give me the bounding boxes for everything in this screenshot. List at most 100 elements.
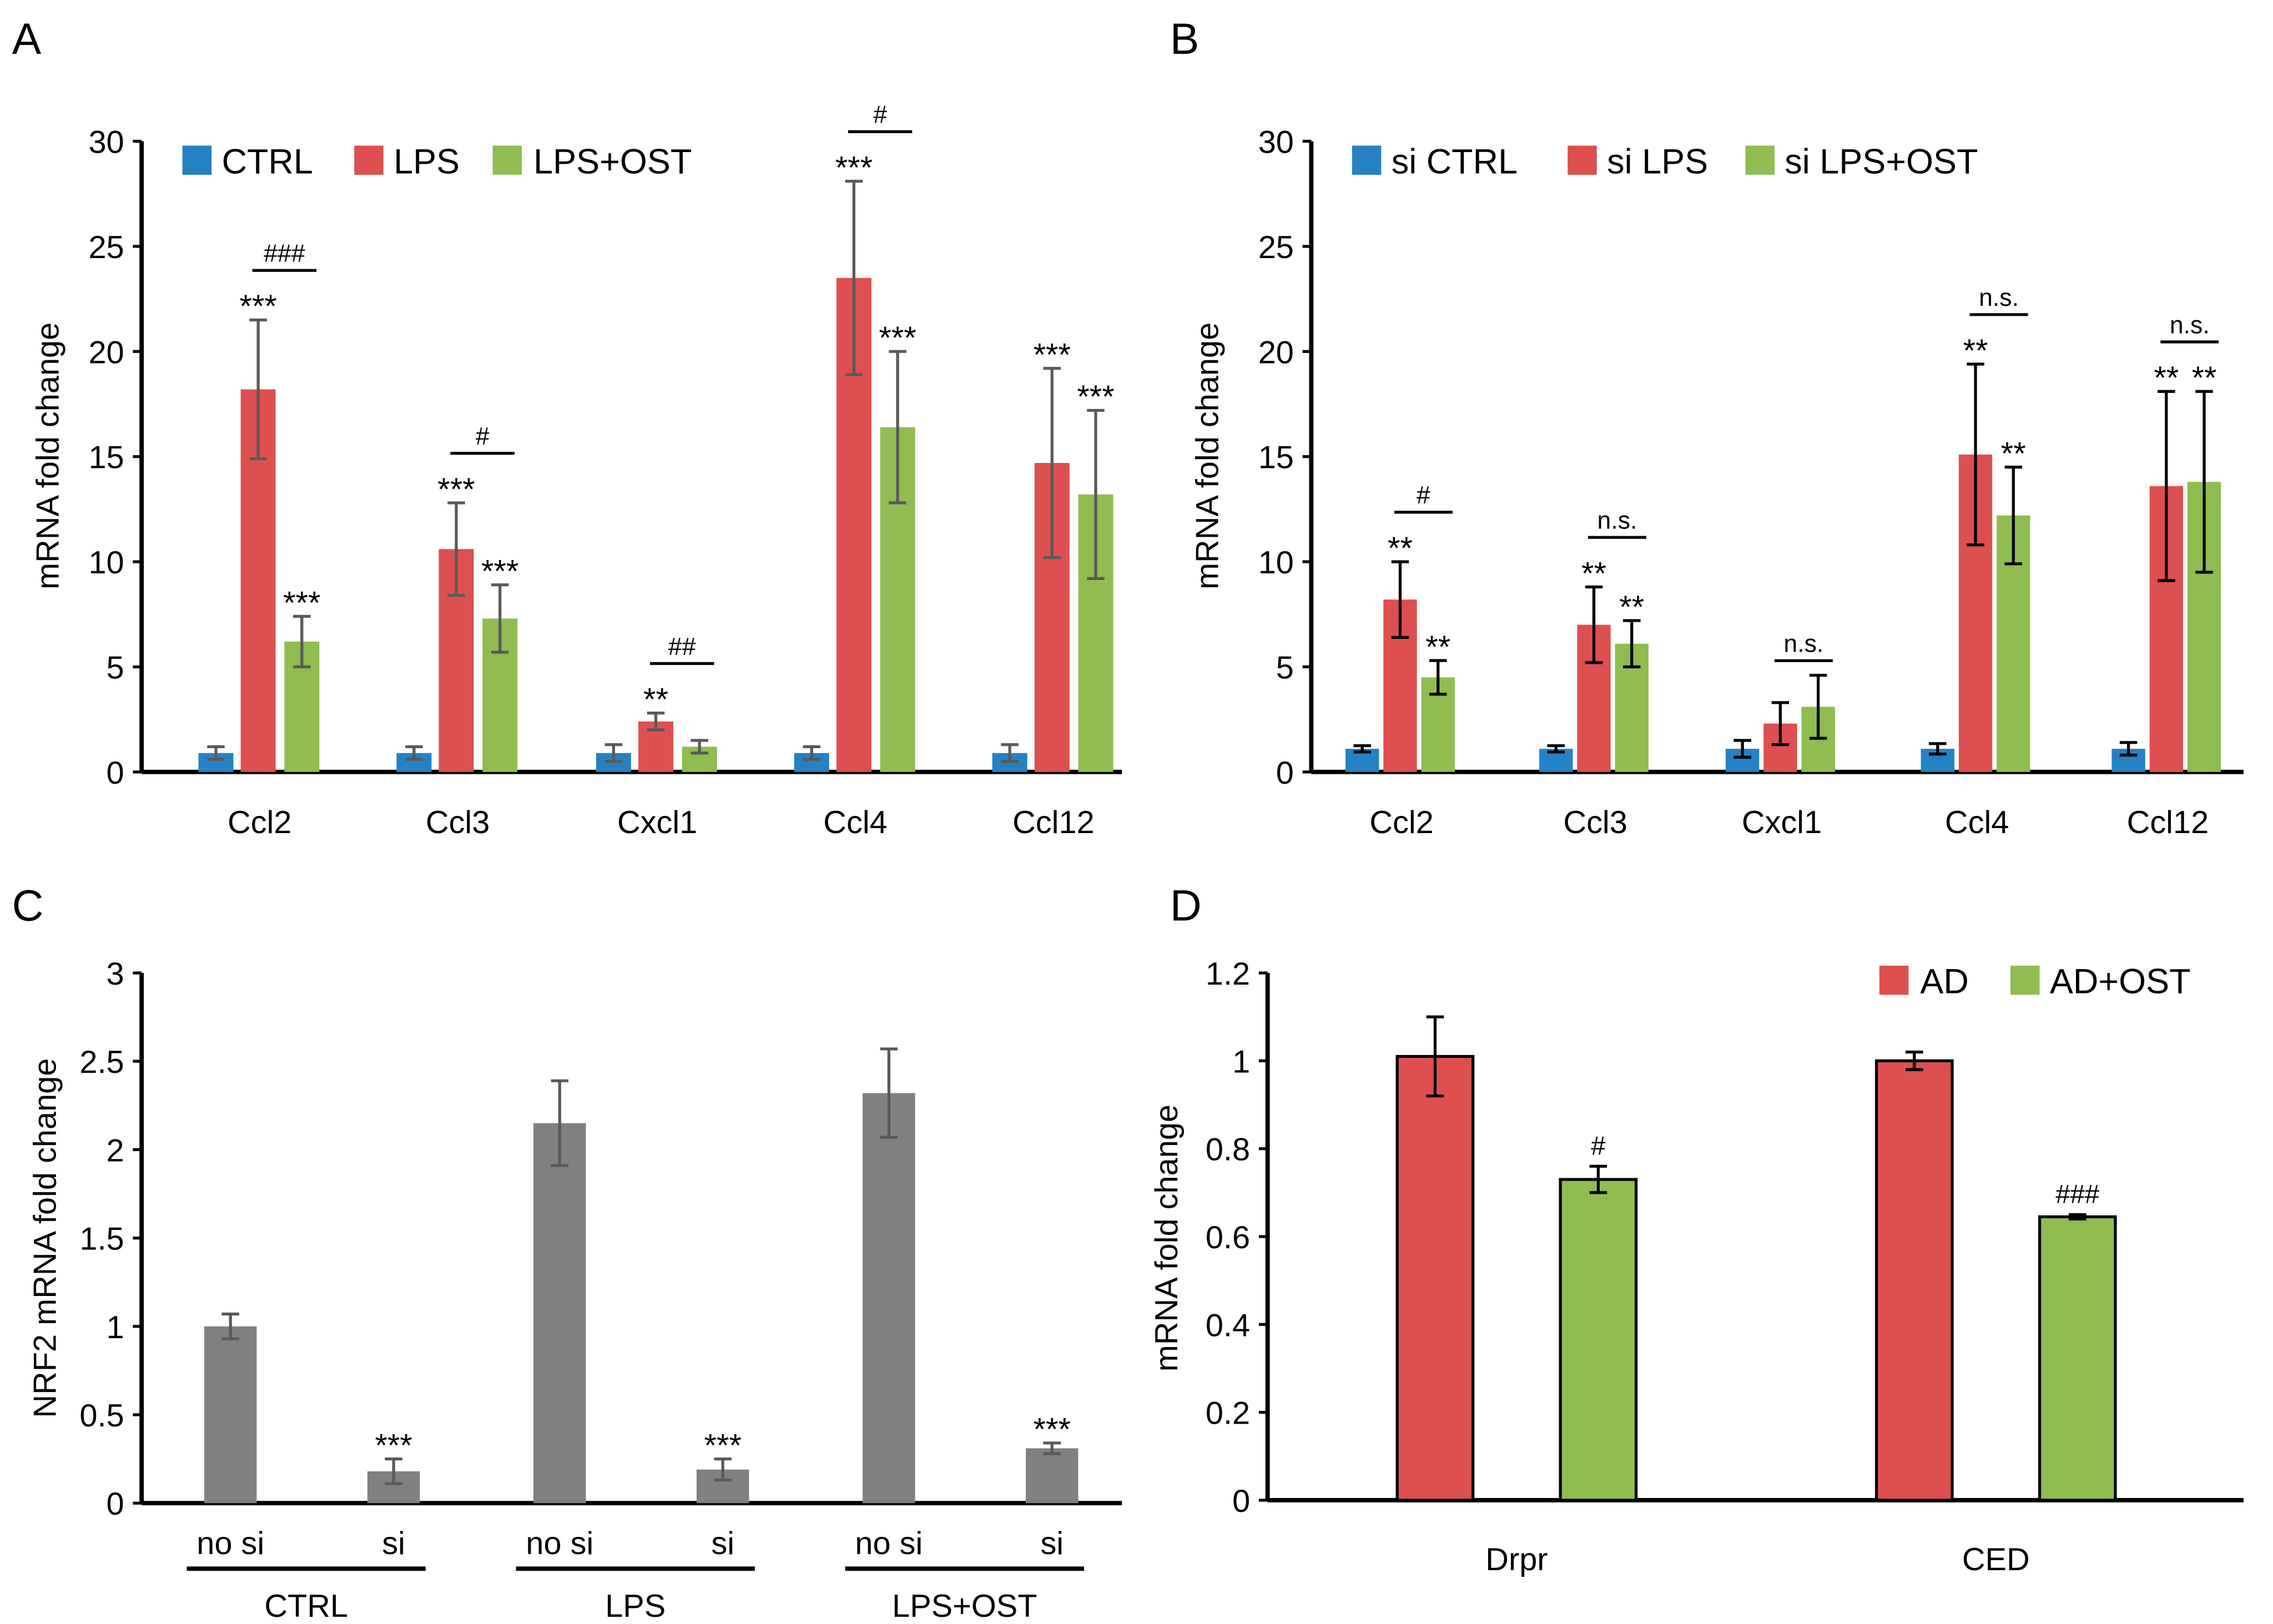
x-tick-label: Ccl2 bbox=[1369, 805, 1433, 840]
y-tick-label: 0.8 bbox=[1206, 1132, 1250, 1168]
chart-panel-c: 0 0.5 1 1.5 2 2.5 3 NRF2 mRNA fold change *** ***… bbox=[27, 956, 1122, 1624]
y-tick-label: 5 bbox=[1276, 650, 1294, 685]
y-tick-label: 25 bbox=[88, 230, 124, 265]
significance-label: *** bbox=[704, 1428, 742, 1463]
x-tick-label: Drpr bbox=[1485, 1542, 1548, 1577]
legend-label: AD bbox=[1920, 962, 1968, 1001]
legend-label: si LPS bbox=[1607, 142, 1708, 181]
x-tick-label: Ccl12 bbox=[1012, 805, 1095, 840]
significance-label: *** bbox=[1077, 379, 1114, 415]
significance-label: ** bbox=[1388, 531, 1413, 566]
y-tick-label: 0.4 bbox=[1206, 1308, 1250, 1343]
group-label: LPS+OST bbox=[892, 1588, 1037, 1624]
significance-label: # bbox=[1591, 1131, 1606, 1161]
chart-panel-b: 0 5 10 15 20 25 30 mRNA fold change ** ** ** ** ** **… bbox=[1190, 125, 2244, 840]
significance-label: *** bbox=[481, 553, 518, 589]
bar-nrf2-si bbox=[1026, 1448, 1078, 1504]
significance-label: *** bbox=[283, 585, 320, 621]
x-tick-label: no si bbox=[855, 1526, 923, 1561]
y-tick-label: 0 bbox=[107, 755, 124, 791]
legend-label: si CTRL bbox=[1392, 142, 1518, 181]
significance-label: ** bbox=[1619, 589, 1644, 625]
y-tick-label: 0 bbox=[107, 1486, 124, 1522]
comparison-label: ### bbox=[264, 240, 305, 268]
comparison-label: n.s. bbox=[1783, 631, 1823, 658]
panel-label-b: B bbox=[1170, 14, 1200, 63]
significance-label: *** bbox=[1034, 1412, 1071, 1448]
x-tick-label: CED bbox=[1962, 1542, 2030, 1577]
bar-nrf2-no-si bbox=[863, 1093, 915, 1504]
x-tick-label: si bbox=[1040, 1526, 1064, 1561]
comparison-label: ## bbox=[668, 633, 696, 660]
significance-label: *** bbox=[375, 1428, 412, 1463]
significance-label: *** bbox=[879, 320, 916, 356]
y-tick-label: 1.5 bbox=[79, 1222, 124, 1257]
y-axis-label: mRNA fold change bbox=[31, 322, 66, 589]
y-axis-label: mRNA fold change bbox=[1190, 322, 1225, 589]
y-tick-label: 25 bbox=[1258, 230, 1294, 265]
legend-swatch bbox=[2010, 965, 2040, 995]
legend-swatch bbox=[354, 145, 384, 175]
x-tick-label: Cxcl1 bbox=[1742, 805, 1822, 840]
comparison-label: n.s. bbox=[2170, 311, 2210, 339]
y-tick-label: 20 bbox=[88, 335, 124, 370]
y-tick-label: 30 bbox=[1258, 125, 1294, 160]
group-label: CTRL bbox=[264, 1588, 348, 1624]
legend-swatch bbox=[1352, 145, 1382, 175]
legend-label: si LPS+OST bbox=[1785, 142, 1978, 181]
bar-nrf2-no-si bbox=[533, 1123, 586, 1504]
legend-swatch bbox=[1568, 145, 1597, 175]
significance-label: ** bbox=[2001, 436, 2026, 471]
y-tick-label: 0 bbox=[1232, 1484, 1250, 1519]
x-tick-label: Cxcl1 bbox=[617, 805, 697, 840]
legend-label: CTRL bbox=[221, 142, 313, 181]
y-tick-label: 20 bbox=[1258, 335, 1294, 370]
legend-swatch bbox=[492, 145, 522, 175]
x-tick-label: si bbox=[382, 1526, 405, 1561]
panel-label-d: D bbox=[1170, 881, 1202, 930]
x-tick-label: Ccl3 bbox=[426, 805, 490, 840]
bar-ad-ost-ced bbox=[2038, 1215, 2117, 1502]
legend-label: AD+OST bbox=[2050, 962, 2191, 1001]
comparison-label: # bbox=[476, 423, 490, 450]
x-tick-label: Ccl2 bbox=[228, 805, 291, 840]
y-tick-label: 2 bbox=[107, 1133, 124, 1168]
x-tick-label: Ccl4 bbox=[1945, 805, 2009, 840]
significance-label: *** bbox=[1034, 337, 1071, 372]
legend-swatch bbox=[182, 145, 212, 175]
x-tick-label: Ccl3 bbox=[1563, 805, 1627, 840]
significance-label: ** bbox=[643, 682, 668, 718]
significance-label: ** bbox=[1963, 333, 1988, 369]
y-tick-label: 0.2 bbox=[1206, 1396, 1250, 1431]
y-tick-label: 15 bbox=[88, 440, 124, 476]
significance-label: *** bbox=[835, 150, 873, 185]
comparison-label: n.s. bbox=[1979, 284, 2019, 311]
y-tick-label: 3 bbox=[107, 956, 124, 992]
legend-swatch bbox=[1879, 965, 1909, 995]
significance-label: ** bbox=[2192, 360, 2217, 396]
y-axis-label: NRF2 mRNA fold change bbox=[27, 1058, 63, 1418]
panel-label-c: C bbox=[12, 881, 44, 930]
panel-label-a: A bbox=[12, 14, 42, 63]
comparison-label: # bbox=[873, 102, 887, 129]
significance-label: ** bbox=[2154, 360, 2179, 396]
y-tick-label: 10 bbox=[88, 545, 124, 581]
y-tick-label: 5 bbox=[107, 650, 124, 685]
significance-label: ** bbox=[1581, 556, 1606, 591]
significance-label: *** bbox=[437, 472, 475, 507]
legend-swatch bbox=[1745, 145, 1775, 175]
x-tick-label: Ccl4 bbox=[823, 805, 887, 840]
y-tick-label: 30 bbox=[88, 125, 124, 160]
bar-ad-ost-drpr bbox=[1559, 1178, 1638, 1502]
y-tick-label: 2.5 bbox=[79, 1045, 124, 1080]
y-tick-label: 15 bbox=[1258, 440, 1294, 476]
x-tick-label: no si bbox=[526, 1526, 593, 1561]
y-tick-label: 1 bbox=[107, 1310, 124, 1345]
y-tick-label: 0 bbox=[1276, 755, 1294, 791]
y-tick-label: 0.5 bbox=[79, 1398, 124, 1434]
group-label: LPS bbox=[605, 1588, 666, 1624]
x-tick-label: si bbox=[711, 1526, 734, 1561]
